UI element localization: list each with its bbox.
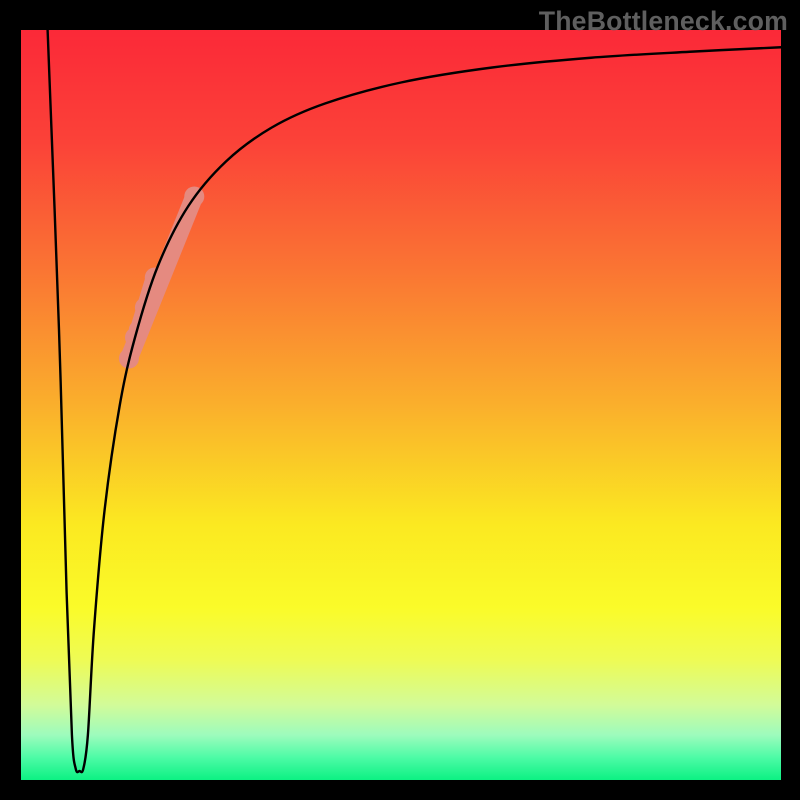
gradient-background [21, 30, 781, 780]
watermark-text: TheBottleneck.com [539, 6, 788, 37]
plot-svg [21, 30, 781, 780]
plot-area [21, 30, 781, 780]
chart-frame: TheBottleneck.com [0, 0, 800, 800]
